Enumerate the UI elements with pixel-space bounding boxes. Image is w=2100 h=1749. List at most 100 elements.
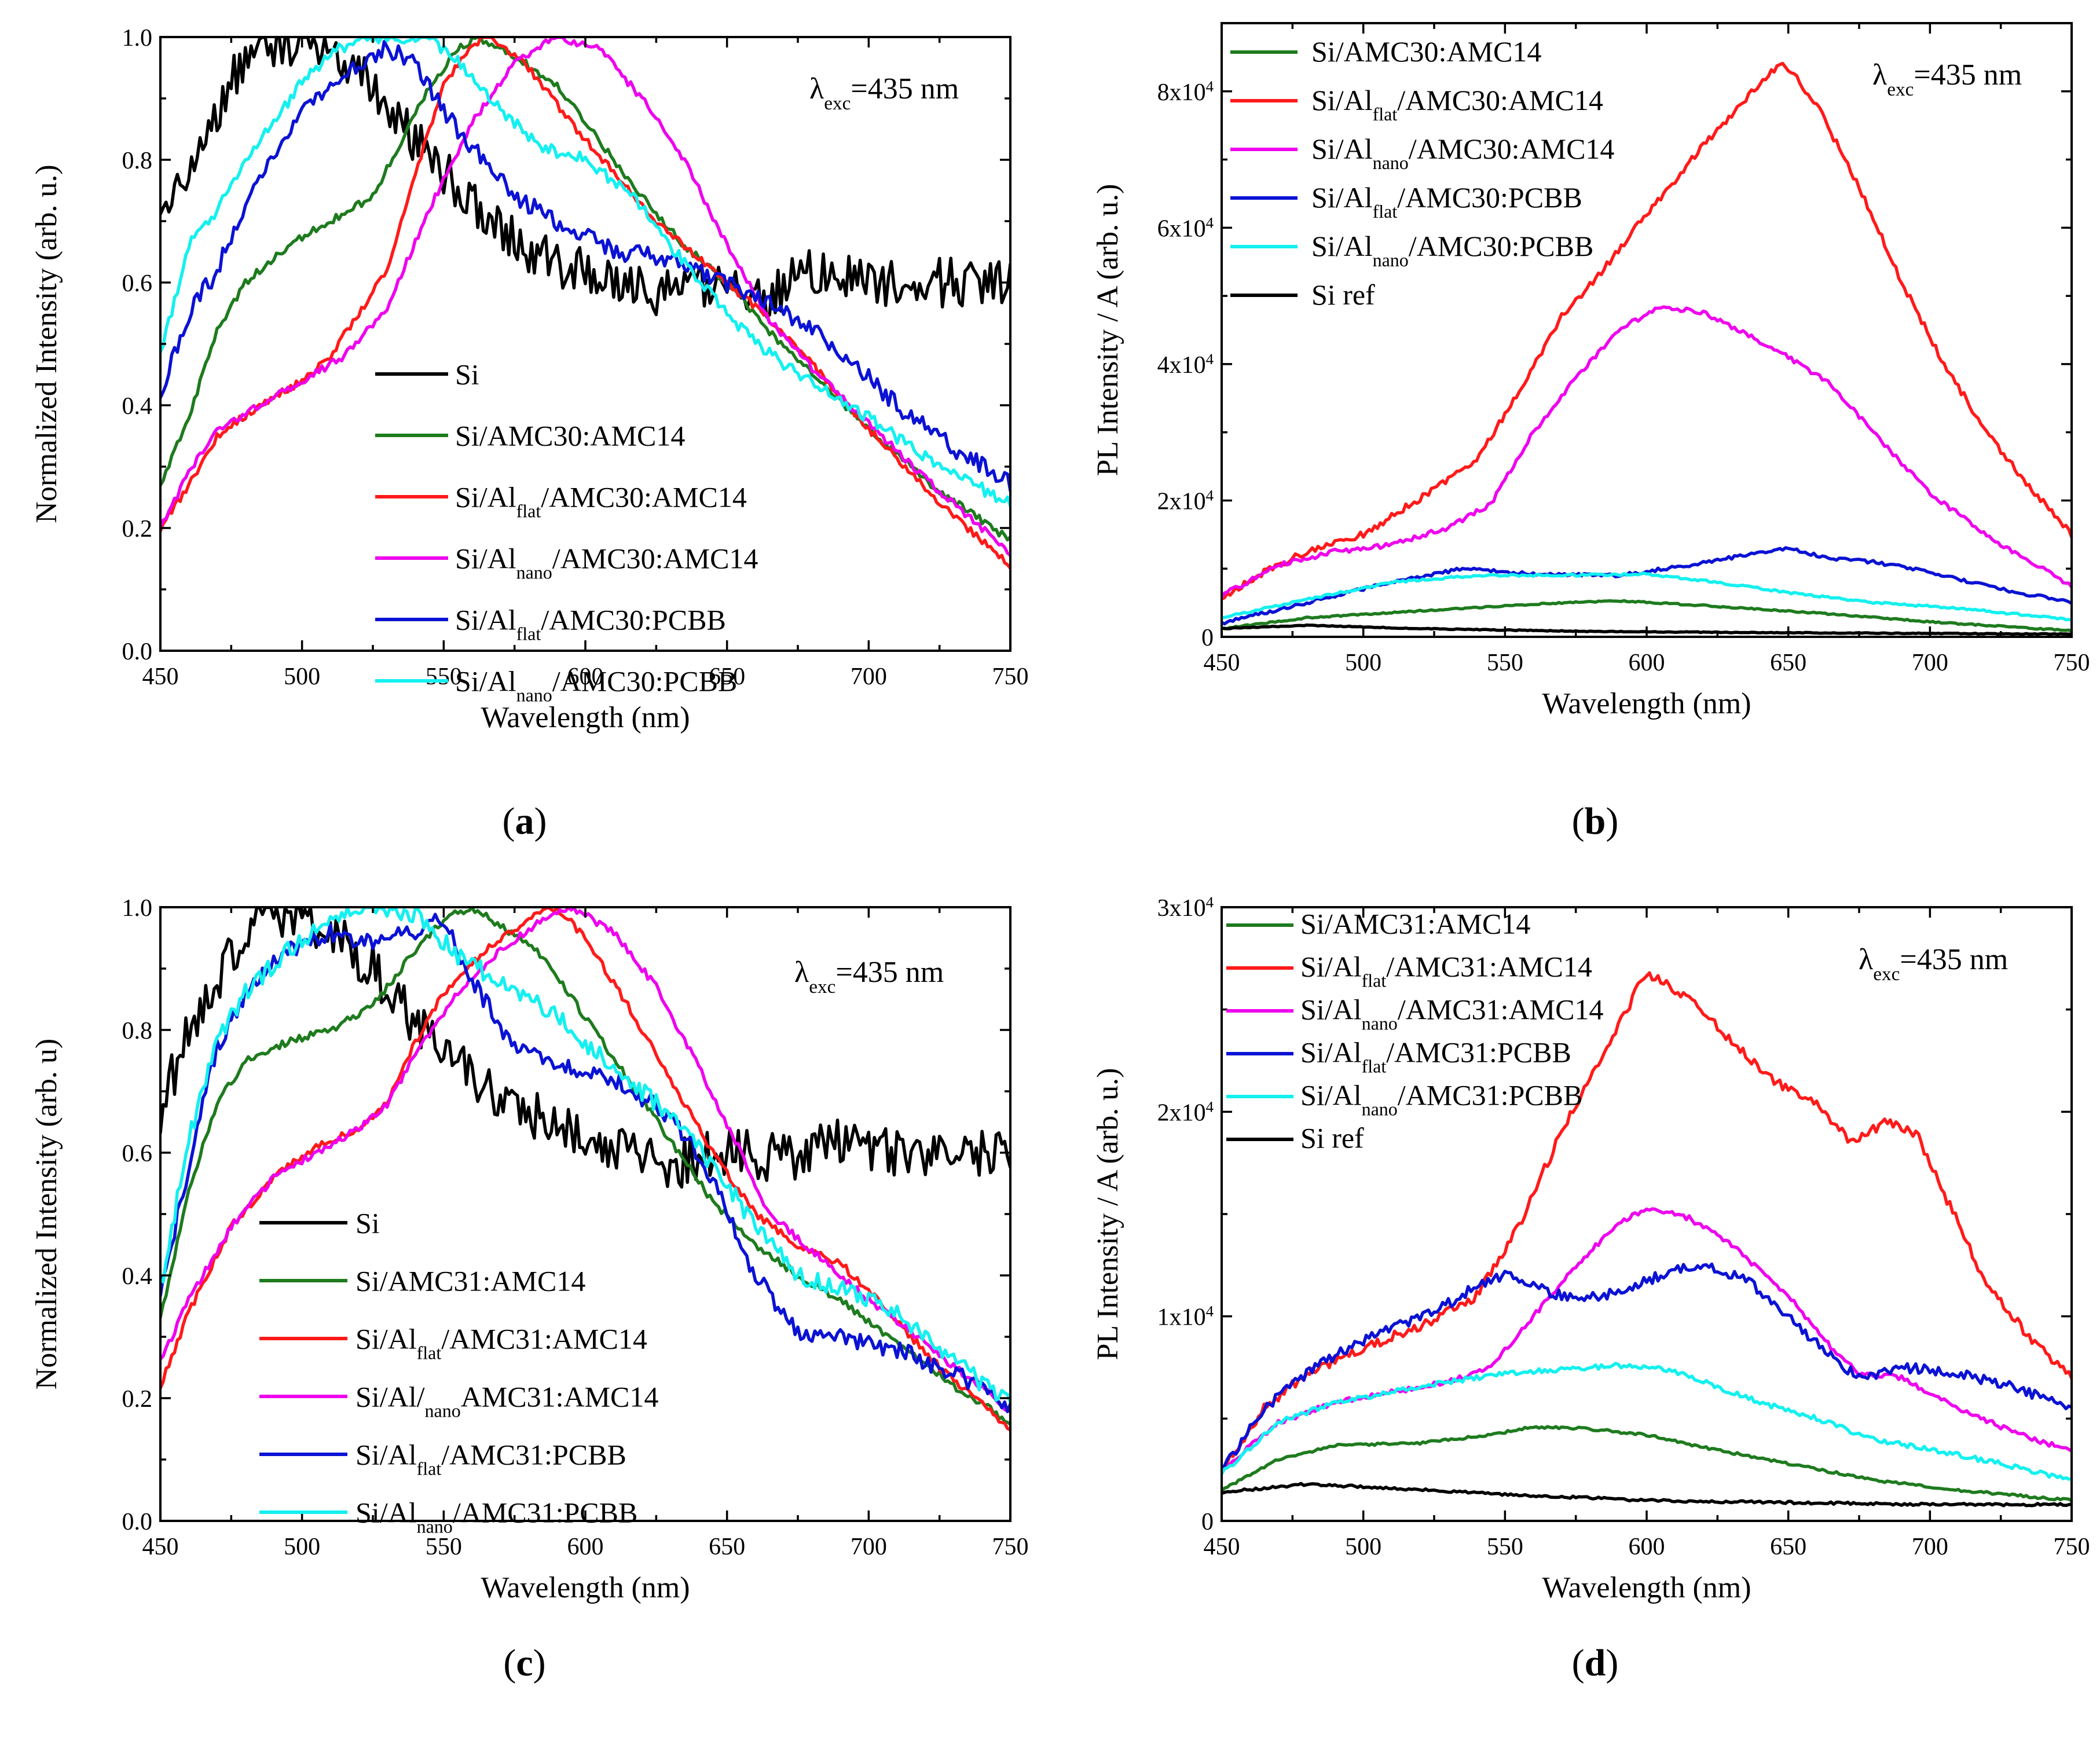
series-line-si-alflat-amc30-amc14: [1222, 61, 2072, 601]
y-tick-label: 2x104: [1157, 1098, 1214, 1126]
series-line-si-alnano-amc31-pcbb: [160, 907, 1010, 1405]
legend-entry-label: Si/AMC30:AMC14: [455, 420, 685, 452]
legend-entry-label: Si/Alflat/AMC31:PCBB: [356, 1439, 626, 1479]
series-line-si-alnano-amc30-amc14: [160, 37, 1010, 558]
x-tick-label: 450: [1204, 650, 1240, 676]
legend-entry-label: Si ref: [1311, 278, 1375, 311]
x-tick-label: 650: [709, 663, 745, 690]
y-tick-label: 0: [1201, 625, 1214, 651]
legend-entry-label: Si/Alnano/AMC31:PCBB: [1300, 1079, 1582, 1120]
x-axis-title: Wavelength (nm): [1542, 687, 1751, 720]
y-tick-label: 0: [1201, 1509, 1214, 1535]
legend-entry-label: Si/Alflat/AMC31:AMC14: [1300, 951, 1592, 991]
legend: Si/AMC31:AMC14Si/Alflat/AMC31:AMC14Si/Al…: [1226, 908, 1603, 1154]
y-tick-label: 0.2: [122, 1386, 153, 1413]
legend-entry-label: Si/AMC31:AMC14: [356, 1265, 585, 1297]
excitation-label: λexc=435 nm: [794, 956, 944, 998]
y-tick-label: 0.0: [122, 639, 153, 665]
legend-entry-label: Si/Alflat/AMC30:PCBB: [455, 604, 726, 644]
x-tick-label: 650: [1770, 650, 1806, 676]
x-axis-title: Wavelength (nm): [1542, 1571, 1751, 1604]
legend-entry-label: Si/Alnano/AMC30:AMC14: [455, 542, 758, 583]
x-tick-label: 700: [1912, 1534, 1948, 1560]
panel-label: (c): [503, 1642, 545, 1684]
series-line-si: [160, 907, 1010, 1189]
panel-b: 450 500 550 600 650 700 750 0 2x104 4x104 6x104 8x1…: [1091, 22, 2090, 842]
series-line-si-amc30-amc14: [1222, 599, 2072, 633]
excitation-label: λexc=435 nm: [1859, 943, 2008, 985]
series-line-si-alflat-amc30-pcbb: [160, 40, 1010, 493]
legend-entry-label: Si/Alflat/AMC30:PCBB: [1311, 181, 1582, 222]
y-tick-label: 1x104: [1157, 1303, 1214, 1331]
x-tick-label: 500: [284, 1534, 320, 1560]
series-group: [160, 37, 1010, 570]
y-axis-title: Normalized Intensity (arb. u): [30, 1039, 63, 1389]
legend-entry-label: Si: [455, 358, 479, 391]
legend-entry-label: Si/Alflat/AMC30:AMC14: [455, 481, 747, 522]
x-tick-label: 650: [1770, 1534, 1806, 1560]
y-tick-label: 1.0: [122, 25, 153, 52]
y-axis-title: PL Intensity / A (arb. u.): [1091, 1068, 1124, 1360]
y-tick-label: 6x104: [1157, 214, 1214, 242]
y-tick-label: 1.0: [122, 895, 153, 922]
y-tick-label: 0.8: [122, 148, 153, 174]
x-tick-label: 550: [1487, 650, 1523, 676]
x-tick-label: 450: [1204, 1534, 1240, 1560]
panel-label: (a): [503, 800, 547, 842]
y-tick-label: 0.4: [122, 393, 153, 420]
series-group: [1222, 61, 2072, 636]
legend-entry-label: Si: [356, 1207, 380, 1240]
x-tick-label: 650: [709, 1534, 745, 1560]
y-tick-label: 8x104: [1157, 78, 1214, 106]
y-tick-label: 0.6: [122, 270, 153, 297]
legend-entry-label: Si/Alnano/AMC31:PCBB: [356, 1497, 637, 1537]
x-tick-label: 450: [142, 1534, 179, 1560]
plot-frame: [159, 906, 1011, 1522]
y-axis-title: PL Intensity / A (arb. u.): [1091, 184, 1124, 476]
legend-entry-label: Si/Alnano/AMC31:AMC14: [1300, 993, 1603, 1034]
x-tick-label: 550: [426, 663, 462, 690]
legend-entry-label: Si/Alnano/AMC30:PCBB: [1311, 230, 1593, 270]
y-tick-label: 0.6: [122, 1141, 153, 1167]
series-line-si-alflat-amc30-pcbb: [1222, 546, 2072, 626]
legend-entry-label: Si/AMC30:AMC14: [1311, 35, 1541, 68]
series-line-si-alnano-amc30-pcbb: [1222, 571, 2072, 622]
series-line-si-amc31-amc14: [1222, 1425, 2072, 1502]
legend-entry-label: Si/Alflat/AMC31:PCBB: [1300, 1036, 1571, 1077]
series-group: [1222, 971, 2072, 1508]
series-line-si-ref: [1222, 1482, 2072, 1508]
series-line-si-alflat-amc30-amc14: [160, 37, 1010, 570]
x-tick-label: 550: [426, 1534, 462, 1560]
series-line-si-amc31-amc14: [160, 907, 1010, 1426]
series-line-si-alflat-amc31-amc14: [160, 907, 1010, 1432]
excitation-label: λexc=435 nm: [1872, 58, 2022, 100]
x-tick-label: 600: [567, 663, 604, 690]
series-group: [160, 907, 1010, 1432]
x-tick-label: 750: [992, 1534, 1029, 1560]
legend-entry-label: Si ref: [1300, 1122, 1364, 1154]
x-axis-title: Wavelength (nm): [481, 701, 690, 734]
series-line-si-alnano-amc31-pcbb: [1222, 1362, 2072, 1481]
x-tick-label: 750: [992, 663, 1029, 690]
excitation-label: λexc=435 nm: [809, 72, 959, 114]
x-tick-label: 750: [2054, 1534, 2090, 1560]
y-axis-title: Normalized Intensity (arb. u.): [30, 164, 63, 523]
x-tick-label: 700: [851, 1534, 887, 1560]
x-tick-label: 500: [1345, 650, 1381, 676]
legend-entry-label: Si/Alnano/AMC30:PCBB: [455, 665, 737, 706]
x-tick-label: 550: [1487, 1534, 1523, 1560]
series-line-si-alnano-amc31-amc14: [1222, 1207, 2072, 1473]
legend-entry-label: Si/Alflat/AMC30:AMC14: [1311, 84, 1603, 124]
x-axis-title: Wavelength (nm): [481, 1571, 690, 1604]
legend: Si Si/AMC31:AMC14 Si/Alflat/AMC31:AMC14 Si/…: [259, 1207, 658, 1537]
y-tick-label: 4x104: [1157, 350, 1214, 379]
series-line-si-alnano-amc30-amc14: [1222, 305, 2072, 600]
x-tick-label: 600: [567, 1534, 604, 1560]
x-tick-label: 600: [1629, 1534, 1665, 1560]
panel-a: 450 500 550 600 650 700 750 0.0 0.2 0.4 0.6 0.8 1.0 W…: [30, 25, 1029, 842]
legend-entry-label: Si/Alflat/AMC31:AMC14: [356, 1323, 647, 1363]
x-tick-label: 450: [142, 663, 179, 690]
x-tick-label: 750: [2054, 650, 2090, 676]
y-tick-label: 3x104: [1157, 893, 1214, 922]
panel-d: 450 500 550 600 650 700 750 0 1x104 2x104 3x104 Wav…: [1091, 893, 2090, 1684]
